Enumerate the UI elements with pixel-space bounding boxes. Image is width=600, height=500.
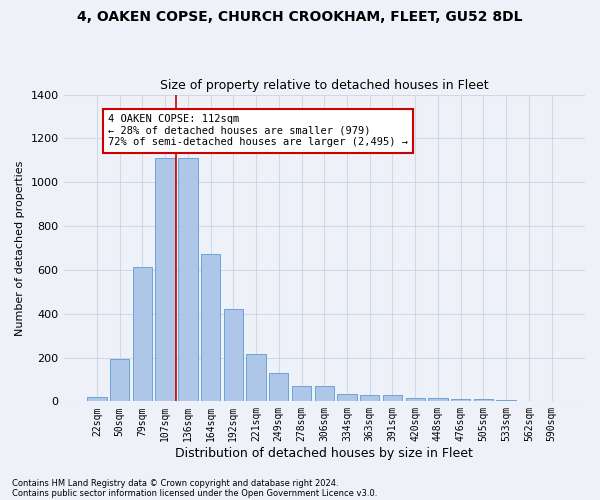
Bar [314,386,334,402]
Bar [474,399,493,402]
Bar [201,254,220,402]
Bar [133,268,152,402]
Bar [337,394,356,402]
Bar [383,395,402,402]
Bar [360,395,379,402]
Bar [247,354,266,402]
Bar [496,400,516,402]
Bar [87,398,107,402]
Bar [406,398,425,402]
Title: Size of property relative to detached houses in Fleet: Size of property relative to detached ho… [160,79,488,92]
Bar [451,399,470,402]
Text: 4 OAKEN COPSE: 112sqm
← 28% of detached houses are smaller (979)
72% of semi-det: 4 OAKEN COPSE: 112sqm ← 28% of detached … [108,114,408,148]
Bar [292,386,311,402]
Text: Contains HM Land Registry data © Crown copyright and database right 2024.: Contains HM Land Registry data © Crown c… [12,478,338,488]
Bar [428,398,448,402]
Bar [224,309,243,402]
Text: Contains public sector information licensed under the Open Government Licence v3: Contains public sector information licen… [12,488,377,498]
Text: 4, OAKEN COPSE, CHURCH CROOKHAM, FLEET, GU52 8DL: 4, OAKEN COPSE, CHURCH CROOKHAM, FLEET, … [77,10,523,24]
Y-axis label: Number of detached properties: Number of detached properties [15,160,25,336]
Bar [269,373,289,402]
Bar [155,158,175,402]
X-axis label: Distribution of detached houses by size in Fleet: Distribution of detached houses by size … [175,447,473,460]
Bar [178,158,197,402]
Bar [110,359,130,402]
